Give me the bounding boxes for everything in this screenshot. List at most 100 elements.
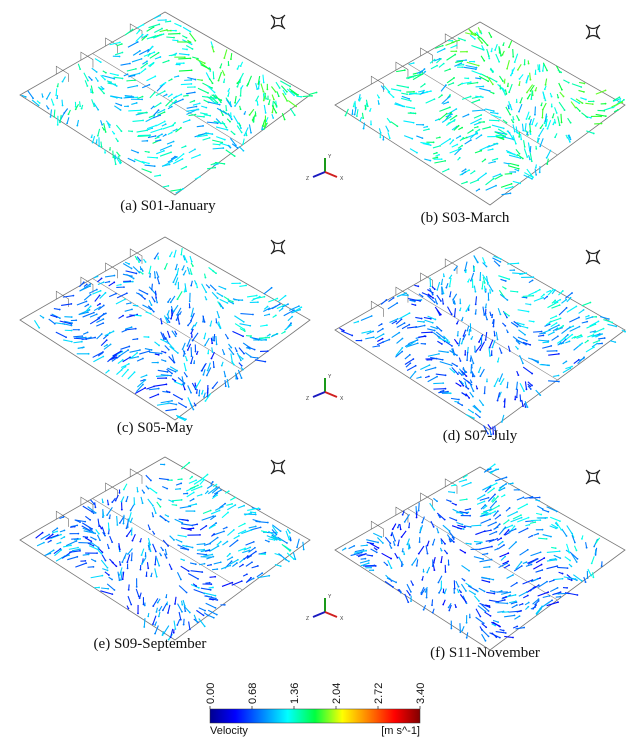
vector-head — [433, 509, 435, 511]
vector-head — [269, 334, 271, 336]
vector-head — [209, 582, 211, 584]
vector-head — [507, 561, 509, 563]
vector-head — [166, 29, 168, 31]
vector-head — [183, 62, 185, 64]
vector-head — [102, 318, 104, 320]
vector-head — [466, 359, 468, 361]
vector-head — [186, 37, 188, 39]
vector-head — [414, 75, 416, 77]
velocity-vector — [201, 65, 210, 70]
velocity-vector — [397, 323, 405, 327]
vector-head — [293, 94, 295, 96]
velocity-vector — [82, 523, 92, 529]
panel-caption: (a) S01-January — [120, 198, 216, 214]
vector-head — [48, 108, 50, 110]
velocity-vector — [232, 581, 242, 585]
vector-head — [569, 326, 571, 328]
vector-head — [205, 291, 207, 293]
velocity-vector — [98, 129, 100, 136]
vector-head — [577, 558, 579, 560]
velocity-vector — [133, 266, 139, 272]
orientation-icon — [271, 240, 285, 254]
vector-head — [415, 365, 417, 367]
velocity-vector — [206, 73, 209, 80]
vector-head — [571, 334, 573, 336]
vector-head — [470, 482, 472, 484]
vector-head — [499, 173, 501, 175]
velocity-vector — [193, 333, 198, 341]
vector-head — [136, 85, 138, 87]
velocity-vector — [213, 144, 220, 145]
velocity-vector — [571, 102, 575, 108]
vector-head — [241, 365, 243, 367]
vector-head — [578, 359, 580, 361]
vector-head — [558, 324, 560, 326]
velocity-vector — [221, 566, 230, 570]
velocity-vector — [548, 120, 551, 128]
vector-head — [482, 96, 484, 98]
vector-head — [503, 630, 505, 632]
vector-head — [218, 486, 220, 488]
vector-head — [444, 160, 446, 162]
vector-head — [192, 265, 194, 267]
vector-head — [502, 137, 504, 139]
vector-head — [159, 174, 161, 176]
vector-head — [539, 519, 541, 521]
vector-head — [565, 299, 567, 301]
velocity-vector — [489, 285, 493, 291]
vector-head — [139, 260, 141, 262]
velocity-vector — [123, 572, 124, 580]
vector-head — [94, 532, 96, 534]
vector-head — [544, 99, 546, 101]
velocity-vector — [222, 583, 232, 587]
velocity-vector — [448, 492, 454, 493]
vector-head — [250, 577, 252, 579]
vector-head — [502, 54, 504, 56]
velocity-vector — [567, 306, 576, 312]
vector-head — [223, 81, 225, 83]
vector-head — [604, 337, 606, 339]
velocity-vector — [170, 346, 178, 353]
vector-head — [496, 143, 498, 145]
velocity-vector — [197, 550, 204, 551]
vector-head — [167, 301, 169, 303]
vector-head — [505, 280, 507, 282]
velocity-vector — [499, 527, 505, 534]
vector-head — [474, 375, 476, 377]
vector-head — [409, 312, 411, 314]
vector-head — [527, 595, 529, 597]
vector-head — [465, 310, 467, 312]
vector-head — [126, 292, 128, 294]
vector-head — [553, 331, 555, 333]
vector-head — [520, 514, 522, 516]
velocity-vector — [515, 54, 518, 62]
velocity-vector — [118, 572, 120, 581]
velocity-vector — [188, 504, 196, 506]
vector-head — [59, 317, 61, 319]
velocity-vector — [178, 604, 182, 612]
vector-head — [558, 353, 560, 355]
velocity-vector — [109, 294, 116, 297]
vector-head — [378, 547, 380, 549]
velocity-vector — [489, 506, 499, 511]
vector-head — [171, 93, 173, 95]
velocity-vector — [249, 124, 251, 132]
vector-head — [498, 380, 500, 382]
velocity-vector — [183, 120, 190, 122]
vector-head — [111, 579, 113, 581]
vector-head — [293, 558, 295, 560]
vector-head — [169, 336, 171, 338]
velocity-vector — [186, 46, 192, 49]
vector-head — [206, 134, 208, 136]
velocity-vector — [232, 331, 243, 336]
velocity-vector — [276, 82, 280, 88]
vector-head — [298, 305, 300, 307]
vector-head — [544, 97, 546, 99]
vector-head — [234, 102, 236, 104]
vector-head — [448, 341, 450, 343]
vector-head — [113, 281, 115, 283]
vector-head — [202, 125, 204, 127]
vector-head — [257, 301, 259, 303]
vector-head — [268, 313, 270, 315]
vector-head — [90, 91, 92, 93]
